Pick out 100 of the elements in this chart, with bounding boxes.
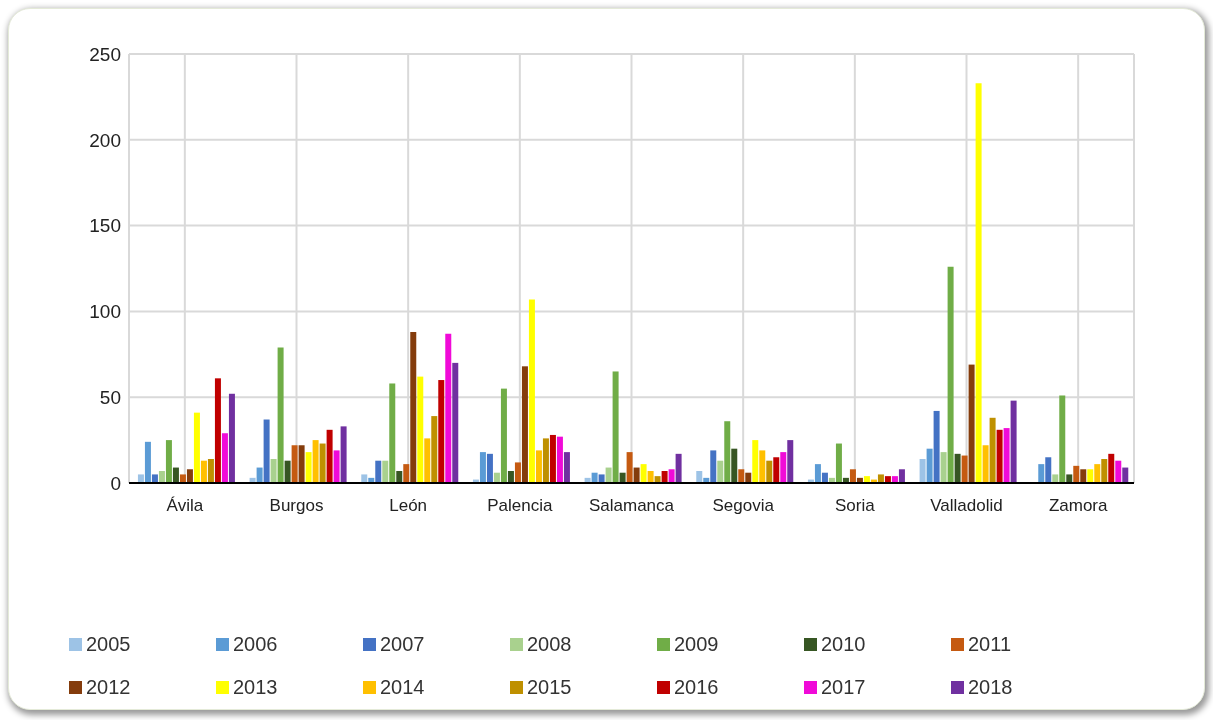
bar (445, 333, 452, 483)
bar (731, 448, 738, 483)
bar (333, 450, 340, 483)
bar (535, 450, 542, 483)
bar (926, 448, 933, 483)
x-tick-label: Palencia (487, 496, 553, 516)
bar (1115, 460, 1122, 483)
legend-label: 2010 (821, 633, 866, 656)
bar (605, 467, 612, 483)
bar (200, 460, 207, 483)
legend-label: 2015 (527, 676, 572, 699)
bar (431, 416, 438, 483)
y-tick-label: 0 (110, 472, 121, 494)
bar (375, 460, 382, 483)
x-tick-label: León (389, 496, 428, 516)
bar (228, 393, 235, 483)
bar (389, 383, 396, 483)
bar (849, 469, 856, 483)
bar (940, 452, 947, 483)
bar (989, 417, 996, 483)
bar (403, 464, 410, 483)
bar (417, 376, 424, 483)
y-tick-label: 200 (89, 129, 121, 151)
bar (612, 371, 619, 483)
legend-label: 2007 (380, 633, 425, 656)
y-tick-label: 250 (89, 43, 121, 65)
bar (172, 467, 179, 483)
y-tick-label: 150 (89, 215, 121, 237)
bar (542, 438, 549, 483)
bar (633, 467, 640, 483)
legend-label: 2018 (968, 676, 1013, 699)
bar (668, 469, 675, 483)
bar (1087, 469, 1094, 483)
bar (787, 440, 794, 483)
bar (996, 429, 1003, 483)
bar (947, 266, 954, 483)
y-tick-label: 100 (89, 301, 121, 323)
bar (710, 450, 717, 483)
bar (954, 453, 961, 483)
bar (263, 419, 270, 483)
bar (717, 460, 724, 483)
bar (975, 83, 982, 483)
bar (179, 474, 186, 483)
bar (1045, 457, 1052, 483)
bar (221, 433, 228, 483)
bar (626, 452, 633, 483)
legend-label: 2016 (674, 676, 719, 699)
bar (521, 366, 528, 483)
bar (158, 470, 165, 483)
bar (563, 452, 570, 483)
bar (186, 469, 193, 483)
legend-label: 2012 (86, 676, 131, 699)
bar (137, 474, 144, 483)
x-tick-label: Valladolid (930, 496, 1003, 516)
bar (814, 464, 821, 483)
bar (982, 445, 989, 483)
bar (759, 450, 766, 483)
bar (835, 443, 842, 483)
bar (424, 438, 431, 483)
legend-label: 2009 (674, 633, 719, 656)
bar (968, 364, 975, 483)
bar (766, 460, 773, 483)
legend-label: 2008 (527, 633, 572, 656)
x-tick-label: Segovia (712, 496, 775, 516)
bar (640, 464, 647, 483)
bar (1038, 464, 1045, 483)
y-tick-label: 50 (99, 386, 121, 408)
bar (298, 445, 305, 483)
bar (898, 469, 905, 483)
x-tick-label: Salamanca (588, 496, 675, 516)
bar (151, 474, 158, 483)
bar (1094, 464, 1101, 483)
bar (647, 470, 654, 483)
bar (675, 453, 682, 483)
bar (598, 474, 605, 483)
bar (452, 362, 459, 483)
bar (1066, 474, 1073, 483)
bar (1073, 465, 1080, 483)
bar (696, 470, 703, 483)
bar (500, 388, 507, 483)
bar (486, 453, 493, 483)
bar (1052, 474, 1059, 483)
legend-label: 2013 (233, 676, 278, 699)
bar (752, 440, 759, 483)
bar (1080, 469, 1087, 483)
bar (780, 452, 787, 483)
bar (933, 410, 940, 483)
bar (507, 470, 514, 483)
bar (556, 436, 563, 483)
x-tick-label: Burgos (269, 496, 324, 516)
legend-label: 2011 (968, 633, 1012, 656)
bar (410, 331, 417, 483)
bar (438, 380, 445, 483)
bar (738, 469, 745, 483)
bar (661, 470, 668, 483)
bar (724, 421, 731, 483)
bar (479, 452, 486, 483)
bar (326, 429, 333, 483)
bar (1059, 395, 1066, 483)
bar (207, 458, 214, 483)
